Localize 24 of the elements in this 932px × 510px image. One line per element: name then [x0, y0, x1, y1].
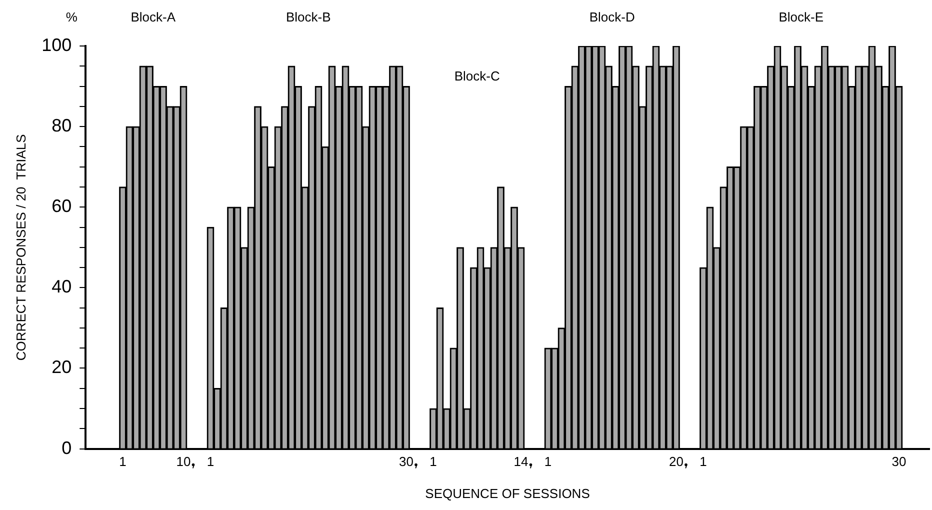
x-tick-label: 20	[669, 454, 684, 470]
x-tick-label: 30	[892, 454, 906, 470]
x-tick-label: 1	[206, 454, 214, 470]
text: Block-E	[778, 10, 824, 25]
x-tick-label: 1	[430, 454, 437, 470]
x-tick-label: 14	[514, 454, 528, 470]
x-axis-title: SEQUENCE OF SESSIONS	[425, 486, 590, 501]
y-axis-title: CORRECT RESPONSES / 20 TRIALS	[13, 134, 28, 361]
x-tick-label: 10	[176, 454, 191, 470]
text: Block-B	[286, 10, 331, 25]
y-tick-label: 40	[52, 276, 72, 297]
x-tick-label: 1	[700, 454, 707, 470]
text: %	[66, 10, 78, 25]
y-tick-label: 20	[52, 357, 72, 378]
x-tick-label: 1	[544, 454, 552, 470]
text: Block-A	[130, 10, 176, 25]
y-tick-label: 100	[42, 34, 72, 55]
y-tick-label: 60	[52, 196, 72, 216]
text: Block-D	[589, 10, 635, 25]
x-tick-label: 1	[119, 454, 126, 470]
x-tick-label: 30	[399, 454, 414, 470]
y-tick-label: 0	[62, 438, 72, 458]
annotation: Block-C	[454, 68, 500, 84]
y-tick-label: 80	[52, 116, 72, 136]
